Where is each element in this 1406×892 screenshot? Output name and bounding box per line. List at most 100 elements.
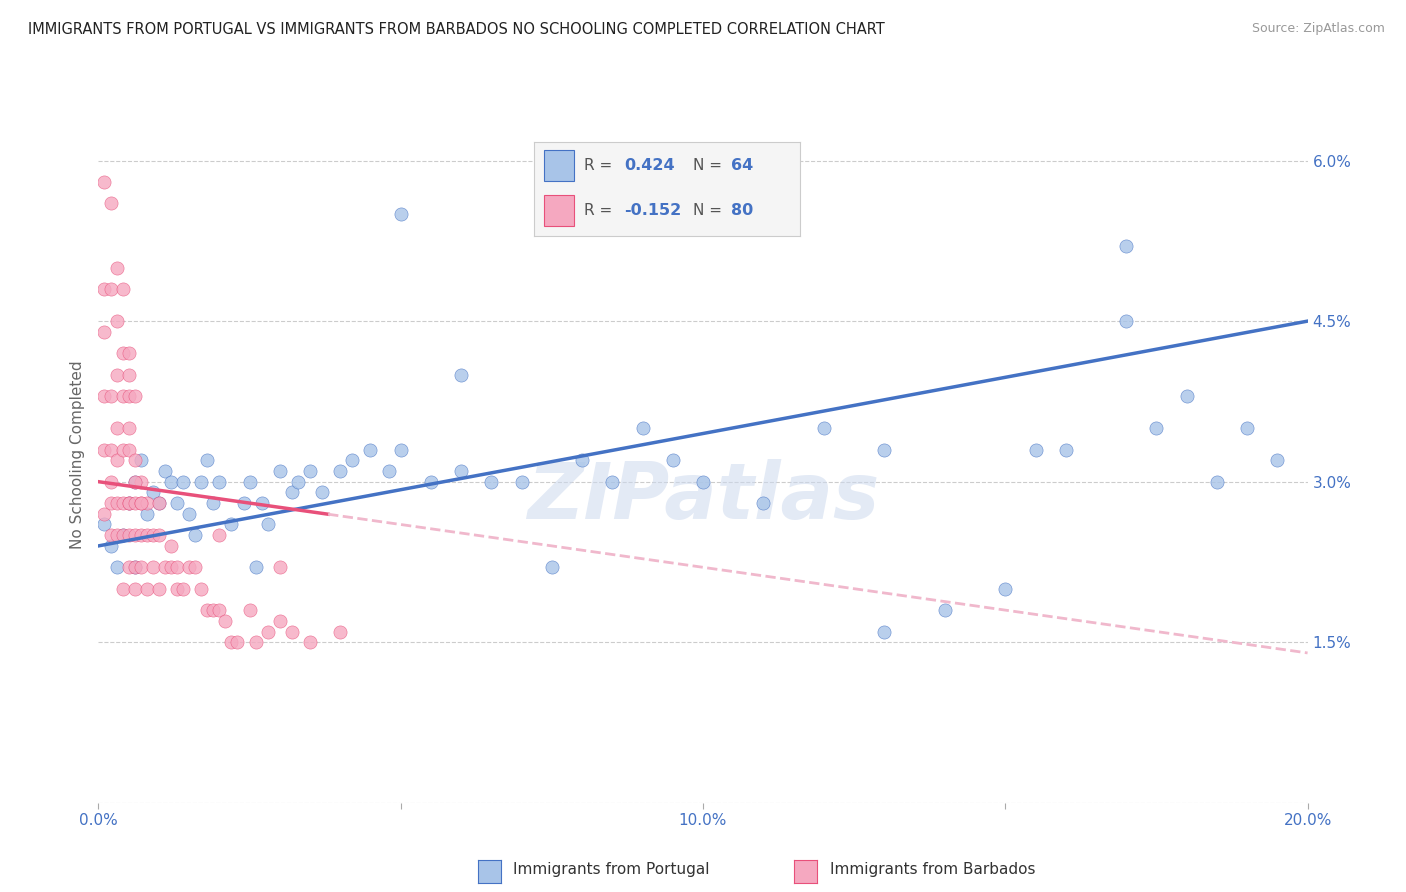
Point: [661, 453, 683, 467]
Text: R =: R =: [585, 158, 613, 173]
Point: [118, 442, 141, 457]
Point: [111, 282, 134, 296]
Point: [142, 560, 165, 574]
Point: [129, 528, 152, 542]
Point: [1115, 314, 1137, 328]
Text: ZIPatlas: ZIPatlas: [527, 458, 879, 534]
Point: [389, 442, 412, 457]
Point: [202, 496, 225, 510]
Point: [299, 635, 322, 649]
Point: [124, 475, 146, 489]
Point: [226, 635, 249, 649]
Point: [1175, 389, 1198, 403]
Point: [221, 517, 243, 532]
Point: [342, 453, 364, 467]
Point: [994, 582, 1017, 596]
Point: [124, 560, 146, 574]
Point: [602, 475, 624, 489]
Point: [1236, 421, 1258, 435]
Point: [190, 475, 212, 489]
Point: [450, 368, 472, 382]
Point: [172, 582, 194, 596]
Point: [124, 496, 146, 510]
Point: [752, 496, 775, 510]
Point: [281, 485, 304, 500]
Point: [142, 528, 165, 542]
Point: [239, 475, 262, 489]
Point: [166, 582, 188, 596]
Point: [93, 442, 115, 457]
Point: [118, 368, 141, 382]
Point: [124, 453, 146, 467]
Point: [190, 582, 212, 596]
Point: [148, 496, 170, 510]
Y-axis label: No Schooling Completed: No Schooling Completed: [70, 360, 86, 549]
Point: [135, 582, 157, 596]
Point: [389, 207, 412, 221]
Point: [100, 539, 122, 553]
Point: [311, 485, 333, 500]
Point: [1115, 239, 1137, 253]
Point: [221, 635, 243, 649]
Text: 0.424: 0.424: [624, 158, 675, 173]
Point: [166, 560, 188, 574]
Text: Source: ZipAtlas.com: Source: ZipAtlas.com: [1251, 22, 1385, 36]
Text: -0.152: -0.152: [624, 202, 682, 218]
Point: [148, 582, 170, 596]
Point: [111, 442, 134, 457]
Point: [118, 389, 141, 403]
Point: [93, 507, 115, 521]
Point: [160, 539, 183, 553]
Text: R =: R =: [585, 202, 613, 218]
Point: [250, 496, 273, 510]
Text: IMMIGRANTS FROM PORTUGAL VS IMMIGRANTS FROM BARBADOS NO SCHOOLING COMPLETED CORR: IMMIGRANTS FROM PORTUGAL VS IMMIGRANTS F…: [28, 22, 884, 37]
Point: [111, 582, 134, 596]
Point: [208, 603, 231, 617]
Point: [111, 389, 134, 403]
Point: [105, 368, 128, 382]
Point: [135, 507, 157, 521]
Point: [172, 475, 194, 489]
Point: [813, 421, 835, 435]
Point: [93, 517, 115, 532]
Point: [377, 464, 399, 478]
Point: [153, 560, 176, 574]
Bar: [544, 150, 574, 181]
Point: [111, 528, 134, 542]
Point: [281, 624, 304, 639]
Point: [105, 453, 128, 467]
Text: 64: 64: [731, 158, 752, 173]
Point: [232, 496, 254, 510]
Point: [481, 475, 503, 489]
Point: [540, 560, 562, 574]
Point: [148, 496, 170, 510]
Point: [873, 624, 896, 639]
Point: [269, 464, 291, 478]
Point: [631, 421, 654, 435]
Point: [93, 389, 115, 403]
Point: [934, 603, 956, 617]
Point: [195, 453, 218, 467]
Point: [118, 421, 141, 435]
Point: [148, 528, 170, 542]
Point: [111, 528, 134, 542]
Point: [118, 528, 141, 542]
Text: 80: 80: [731, 202, 752, 218]
Point: [329, 624, 352, 639]
Point: [269, 560, 291, 574]
Point: [100, 282, 122, 296]
Point: [269, 614, 291, 628]
Point: [100, 389, 122, 403]
Point: [124, 582, 146, 596]
Text: N =: N =: [693, 158, 723, 173]
Point: [111, 346, 134, 360]
Point: [153, 464, 176, 478]
Point: [1054, 442, 1077, 457]
Point: [195, 603, 218, 617]
Point: [1144, 421, 1167, 435]
Point: [118, 346, 141, 360]
Point: [129, 496, 152, 510]
Point: [129, 453, 152, 467]
Point: [179, 560, 201, 574]
Point: [100, 496, 122, 510]
